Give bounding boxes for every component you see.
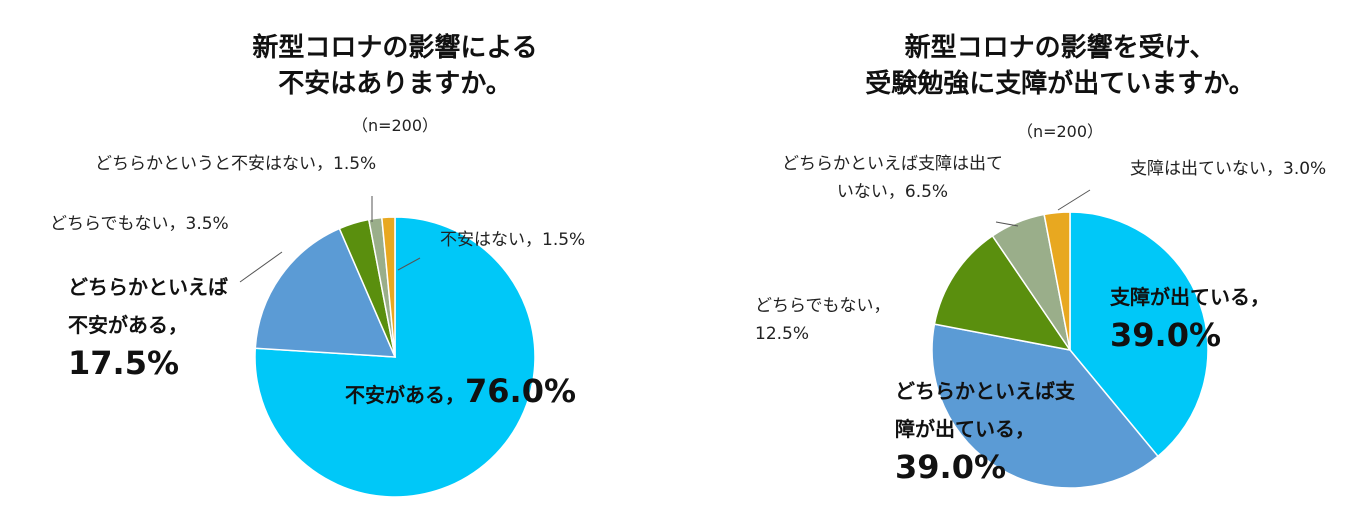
value-label: 3.5% [185, 214, 229, 234]
value-label: 3.0% [1283, 159, 1327, 179]
leader-line [995, 221, 1019, 227]
pie-slice [1043, 211, 1071, 351]
subtitle: （n=200） [1016, 122, 1104, 141]
slice-label: 支障が出ている， 39.0% [1110, 278, 1280, 358]
category-name: どちらかといえば支障は出ていない [782, 154, 1003, 202]
value-label: 39.0% [895, 448, 1007, 486]
slice-label: どちらかといえば不安がある， 17.5% [68, 268, 238, 386]
category-name: どちらかといえば支障が出ている [895, 379, 1075, 441]
value-label: 1.5% [333, 154, 377, 174]
separator: ， [1266, 159, 1283, 179]
title-line: 新型コロナの影響を受け、 [904, 33, 1216, 63]
separator: ， [887, 182, 905, 202]
separator: ， [168, 313, 188, 337]
value-label: 1.5% [542, 230, 586, 250]
category-name: どちらかというと不安はない [95, 154, 316, 174]
leader-line [397, 257, 421, 271]
category-name: どちらかといえば不安がある [68, 275, 228, 337]
slice-label: どちらでもない，3.5% [50, 210, 350, 238]
separator: ， [168, 214, 186, 234]
category-name: 支障が出ている [1110, 285, 1250, 309]
pie-slice [254, 227, 397, 358]
category-name: どちらでもない [50, 214, 169, 234]
pie-slice [933, 234, 1072, 352]
separator: ， [525, 230, 542, 250]
value-label: 17.5% [68, 344, 180, 382]
slice-label: どちらかというと不安はない，1.5% [95, 150, 555, 178]
slice-label: 支障は出ていない，3.0% [1130, 155, 1330, 183]
pie-slice [381, 216, 396, 358]
separator: ， [316, 154, 333, 174]
slice-label: 不安はない，1.5% [440, 226, 680, 254]
value-label: 39.0% [1110, 316, 1222, 354]
value-label: 76.0% [465, 372, 577, 410]
value-label: 12.5% [755, 324, 810, 344]
pie-slice [254, 216, 536, 498]
pie-slice [931, 323, 1160, 489]
chart-title: 新型コロナの影響による 不安はありますか。 [135, 30, 655, 102]
title-line: 新型コロナの影響による [252, 33, 538, 63]
pie-slice [1069, 211, 1209, 458]
title-line: 不安はありますか。 [278, 69, 512, 99]
leader-line [1057, 189, 1091, 211]
category-name: 不安はない [440, 230, 525, 250]
category-name: 支障は出ていない [1130, 159, 1266, 179]
separator: ， [1250, 285, 1270, 309]
separator: ， [445, 383, 465, 407]
separator: ， [1015, 417, 1035, 441]
slice-label: どちらかといえば支障が出ている， 39.0% [895, 372, 1090, 490]
category-name: どちらでもない [755, 296, 874, 316]
category-name: 不安がある [345, 383, 445, 407]
leader-line [239, 251, 283, 283]
separator: ， [873, 296, 891, 316]
title-line: 受験勉強に支障が出ていますか。 [865, 69, 1255, 99]
slice-label: どちらでもない， 12.5% [755, 292, 905, 348]
chart-title: 新型コロナの影響を受け、受験勉強に支障が出ていますか。 [800, 30, 1320, 102]
subtitle: （n=200） [351, 116, 439, 135]
slice-label: どちらかといえば支障は出ていない，6.5% [775, 150, 1010, 206]
slice-label: 不安がある，76.0% [345, 372, 645, 414]
value-label: 6.5% [904, 182, 949, 202]
